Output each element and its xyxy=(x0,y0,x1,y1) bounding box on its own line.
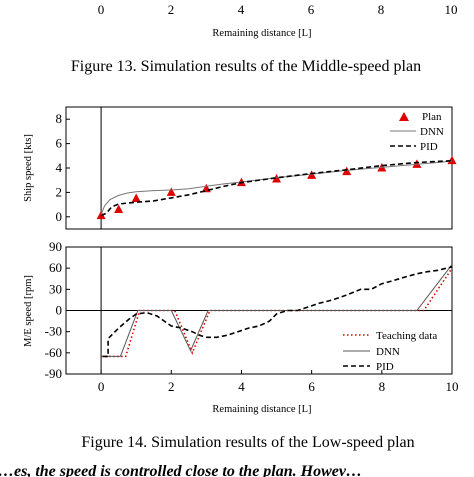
legend-plan-label: Plan xyxy=(422,111,442,123)
teaching-data-series-line xyxy=(101,267,453,358)
fig13-x-tick-label: 0 xyxy=(98,2,105,17)
plan-point xyxy=(447,155,457,165)
y-tick-label: 8 xyxy=(56,111,63,126)
plan-point xyxy=(166,187,176,196)
me-speed-y-axis-label: M/E speed [rpm] xyxy=(23,275,34,347)
legend-dnn-label: DNN xyxy=(420,126,444,138)
pid-series-line xyxy=(100,159,453,217)
x-tick-label: 4 xyxy=(238,379,245,394)
y-tick-label: 90 xyxy=(49,239,62,254)
y-tick-label: 0 xyxy=(56,303,63,318)
fig13-x-tick-label: 2 xyxy=(168,2,175,17)
fig13-x-axis-label: Remaining distance [L] xyxy=(212,28,311,39)
legend-dnn-label: DNN xyxy=(376,346,400,358)
y-tick-label: 6 xyxy=(56,136,63,151)
legend-pid-label: PID xyxy=(376,361,394,373)
plan-point xyxy=(131,193,141,202)
me-speed-panel: M/E speed [rpm] -90 -60 -30 0 30 60 90 0 2 4 6 8 10… xyxy=(23,239,459,415)
y-tick-label: 60 xyxy=(49,260,62,275)
x-tick-label: 6 xyxy=(308,379,315,394)
ship-speed-y-axis-label: Ship speed [kts] xyxy=(23,134,34,202)
y-tick-label: 4 xyxy=(56,160,63,175)
me-speed-x-axis-label: Remaining distance [L] xyxy=(212,404,311,415)
x-tick-label: 2 xyxy=(168,379,175,394)
ship-speed-plot-frame xyxy=(65,106,453,230)
y-tick-label: 2 xyxy=(56,184,63,199)
y-tick-label: -30 xyxy=(45,324,62,339)
fig13-x-tick-label: 8 xyxy=(378,2,385,17)
dnn-series-line xyxy=(100,160,453,215)
y-tick-label: -60 xyxy=(45,345,62,360)
pid-series-line xyxy=(102,266,453,358)
body-text-fragment: …es, the speed is controlled close to th… xyxy=(0,463,362,477)
ship-speed-legend: Plan DNN PID xyxy=(390,111,444,153)
fig13-x-tick-label: 4 xyxy=(238,2,245,17)
fig13-x-tick-label: 10 xyxy=(445,2,458,17)
x-tick-label: 0 xyxy=(98,379,105,394)
figure13-caption: Figure 13. Simulation results of the Mid… xyxy=(71,58,421,75)
x-tick-label: 10 xyxy=(446,379,459,394)
x-tick-label: 8 xyxy=(379,379,386,394)
fig13-x-tick-label: 6 xyxy=(308,2,315,17)
ship-speed-panel: Ship speed [kts] 0 2 4 6 8 Plan DNN PID xyxy=(23,106,457,230)
legend-teaching-data-label: Teaching data xyxy=(376,330,437,342)
fig13-x-axis-fragment: 0 2 4 6 8 10 Remaining distance [L] xyxy=(98,2,458,39)
me-speed-legend: Teaching data DNN PID xyxy=(343,330,437,373)
y-tick-label: -90 xyxy=(45,366,62,381)
plan-point xyxy=(114,204,124,213)
plan-point xyxy=(342,166,352,176)
figure14-caption: Figure 14. Simulation results of the Low… xyxy=(81,434,414,451)
dnn-series-line xyxy=(101,264,453,357)
y-tick-label: 0 xyxy=(56,209,63,224)
plan-point xyxy=(412,159,422,168)
y-tick-label: 30 xyxy=(49,281,62,296)
legend-plan-marker-icon xyxy=(399,112,409,121)
legend-pid-label: PID xyxy=(420,141,438,153)
